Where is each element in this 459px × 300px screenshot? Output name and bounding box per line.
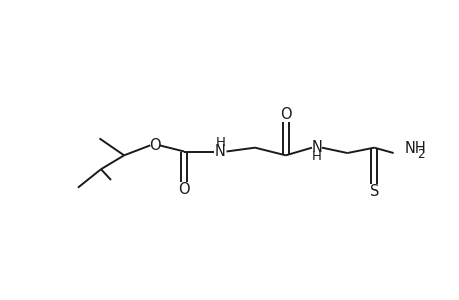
Text: N: N — [310, 140, 321, 155]
Text: O: O — [280, 107, 291, 122]
Text: H: H — [215, 136, 225, 149]
Text: 2: 2 — [416, 148, 423, 161]
Text: NH: NH — [403, 141, 425, 156]
Text: N: N — [214, 144, 225, 159]
Text: S: S — [369, 184, 378, 199]
Text: O: O — [149, 138, 160, 153]
Text: H: H — [311, 150, 321, 164]
Text: O: O — [178, 182, 190, 197]
